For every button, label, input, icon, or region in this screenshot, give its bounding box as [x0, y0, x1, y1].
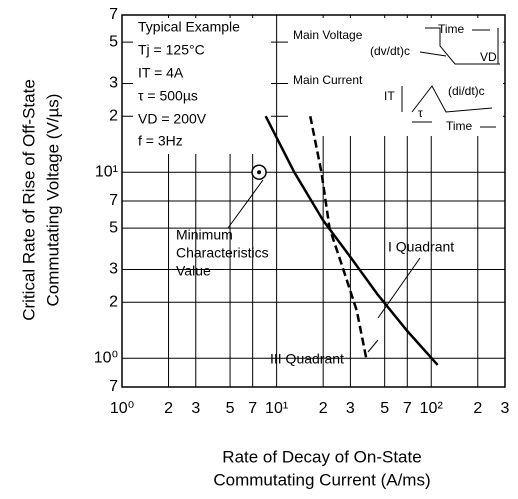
- annotation: Value: [176, 263, 211, 279]
- y-tick-label: 5: [109, 219, 118, 236]
- y-tick-label: 7: [109, 6, 118, 23]
- condition: VD = 200V: [138, 111, 207, 127]
- inset-label: τ: [418, 106, 423, 120]
- series-label: I Quadrant: [388, 239, 454, 255]
- series-label: III Quadrant: [270, 351, 344, 367]
- annotation: Characteristics: [176, 245, 269, 261]
- x-tick-label: 10²: [420, 400, 444, 417]
- x-tick-label: 3: [191, 400, 200, 417]
- inset-label: Time: [446, 119, 473, 133]
- y-tick-label: 7: [109, 192, 118, 209]
- conditions-box: [133, 18, 271, 154]
- pointer: [419, 51, 447, 57]
- pointer: [227, 179, 264, 229]
- x-tick-label: 3: [346, 400, 355, 417]
- conditions: Typical Example Tj = 125°C IT = 4A τ = 5…: [138, 19, 240, 149]
- y-tick-label: 2: [109, 293, 118, 310]
- x-tick-label: 10¹: [265, 400, 288, 417]
- inset-label: Time: [438, 22, 465, 36]
- y-tick-label: 10⁰: [94, 349, 118, 366]
- x-tick-label: 10⁰: [110, 400, 134, 417]
- condition: Tj = 125°C: [138, 42, 205, 58]
- x-axis-title: Commutating Current (A/ms): [213, 470, 430, 489]
- inset: Main Voltage Time (dv/dt)c VD Main Curre…: [293, 22, 500, 133]
- inset-box: [288, 18, 503, 136]
- y-tick-label: 3: [109, 261, 118, 278]
- series-line: [264, 115, 439, 366]
- current-wave: [411, 85, 493, 113]
- y-axis-title: Critical Rate of Rise of Off-State: [19, 79, 38, 321]
- voltage-wave: [425, 27, 500, 65]
- y-tick-label: 2: [109, 107, 118, 124]
- inset-label: Main Voltage: [293, 28, 363, 42]
- inset-label: (dv/dt)c: [370, 44, 410, 58]
- pointer: [377, 257, 421, 319]
- x-tick-label: 2: [473, 400, 482, 417]
- condition: τ = 500µs: [138, 88, 198, 104]
- x-axis-title: Rate of Decay of On-State: [222, 447, 421, 466]
- x-tick-label: 2: [319, 400, 328, 417]
- inset-label: Main Current: [293, 73, 363, 87]
- x-tick-label: 7: [248, 400, 257, 417]
- plot-frame: [121, 14, 506, 388]
- y-tick-label: 10¹: [95, 163, 118, 180]
- inset-label: (di/dt)c: [448, 84, 485, 98]
- curves: [264, 115, 439, 366]
- x-tick-label: 5: [380, 400, 389, 417]
- condition: Typical Example: [138, 19, 240, 35]
- annotation: Minimum: [176, 227, 233, 243]
- y-tick-label: 7: [109, 378, 118, 395]
- x-tick-label: 5: [226, 400, 235, 417]
- inset-label: IT: [384, 89, 395, 103]
- y-axis-title: Commutating Voltage (V/µs): [43, 94, 62, 307]
- y-tick-label: 5: [109, 33, 118, 50]
- condition: IT = 4A: [138, 65, 184, 81]
- x-tick-label: 2: [164, 400, 173, 417]
- x-tick-label: 3: [501, 400, 510, 417]
- pointer: [367, 339, 379, 353]
- series-line: [309, 115, 368, 359]
- x-tick-label: 7: [403, 400, 412, 417]
- inset-label: VD: [480, 50, 497, 64]
- condition: f = 3Hz: [138, 133, 183, 149]
- marker-dot: [257, 170, 262, 175]
- y-tick-label: 3: [109, 75, 118, 92]
